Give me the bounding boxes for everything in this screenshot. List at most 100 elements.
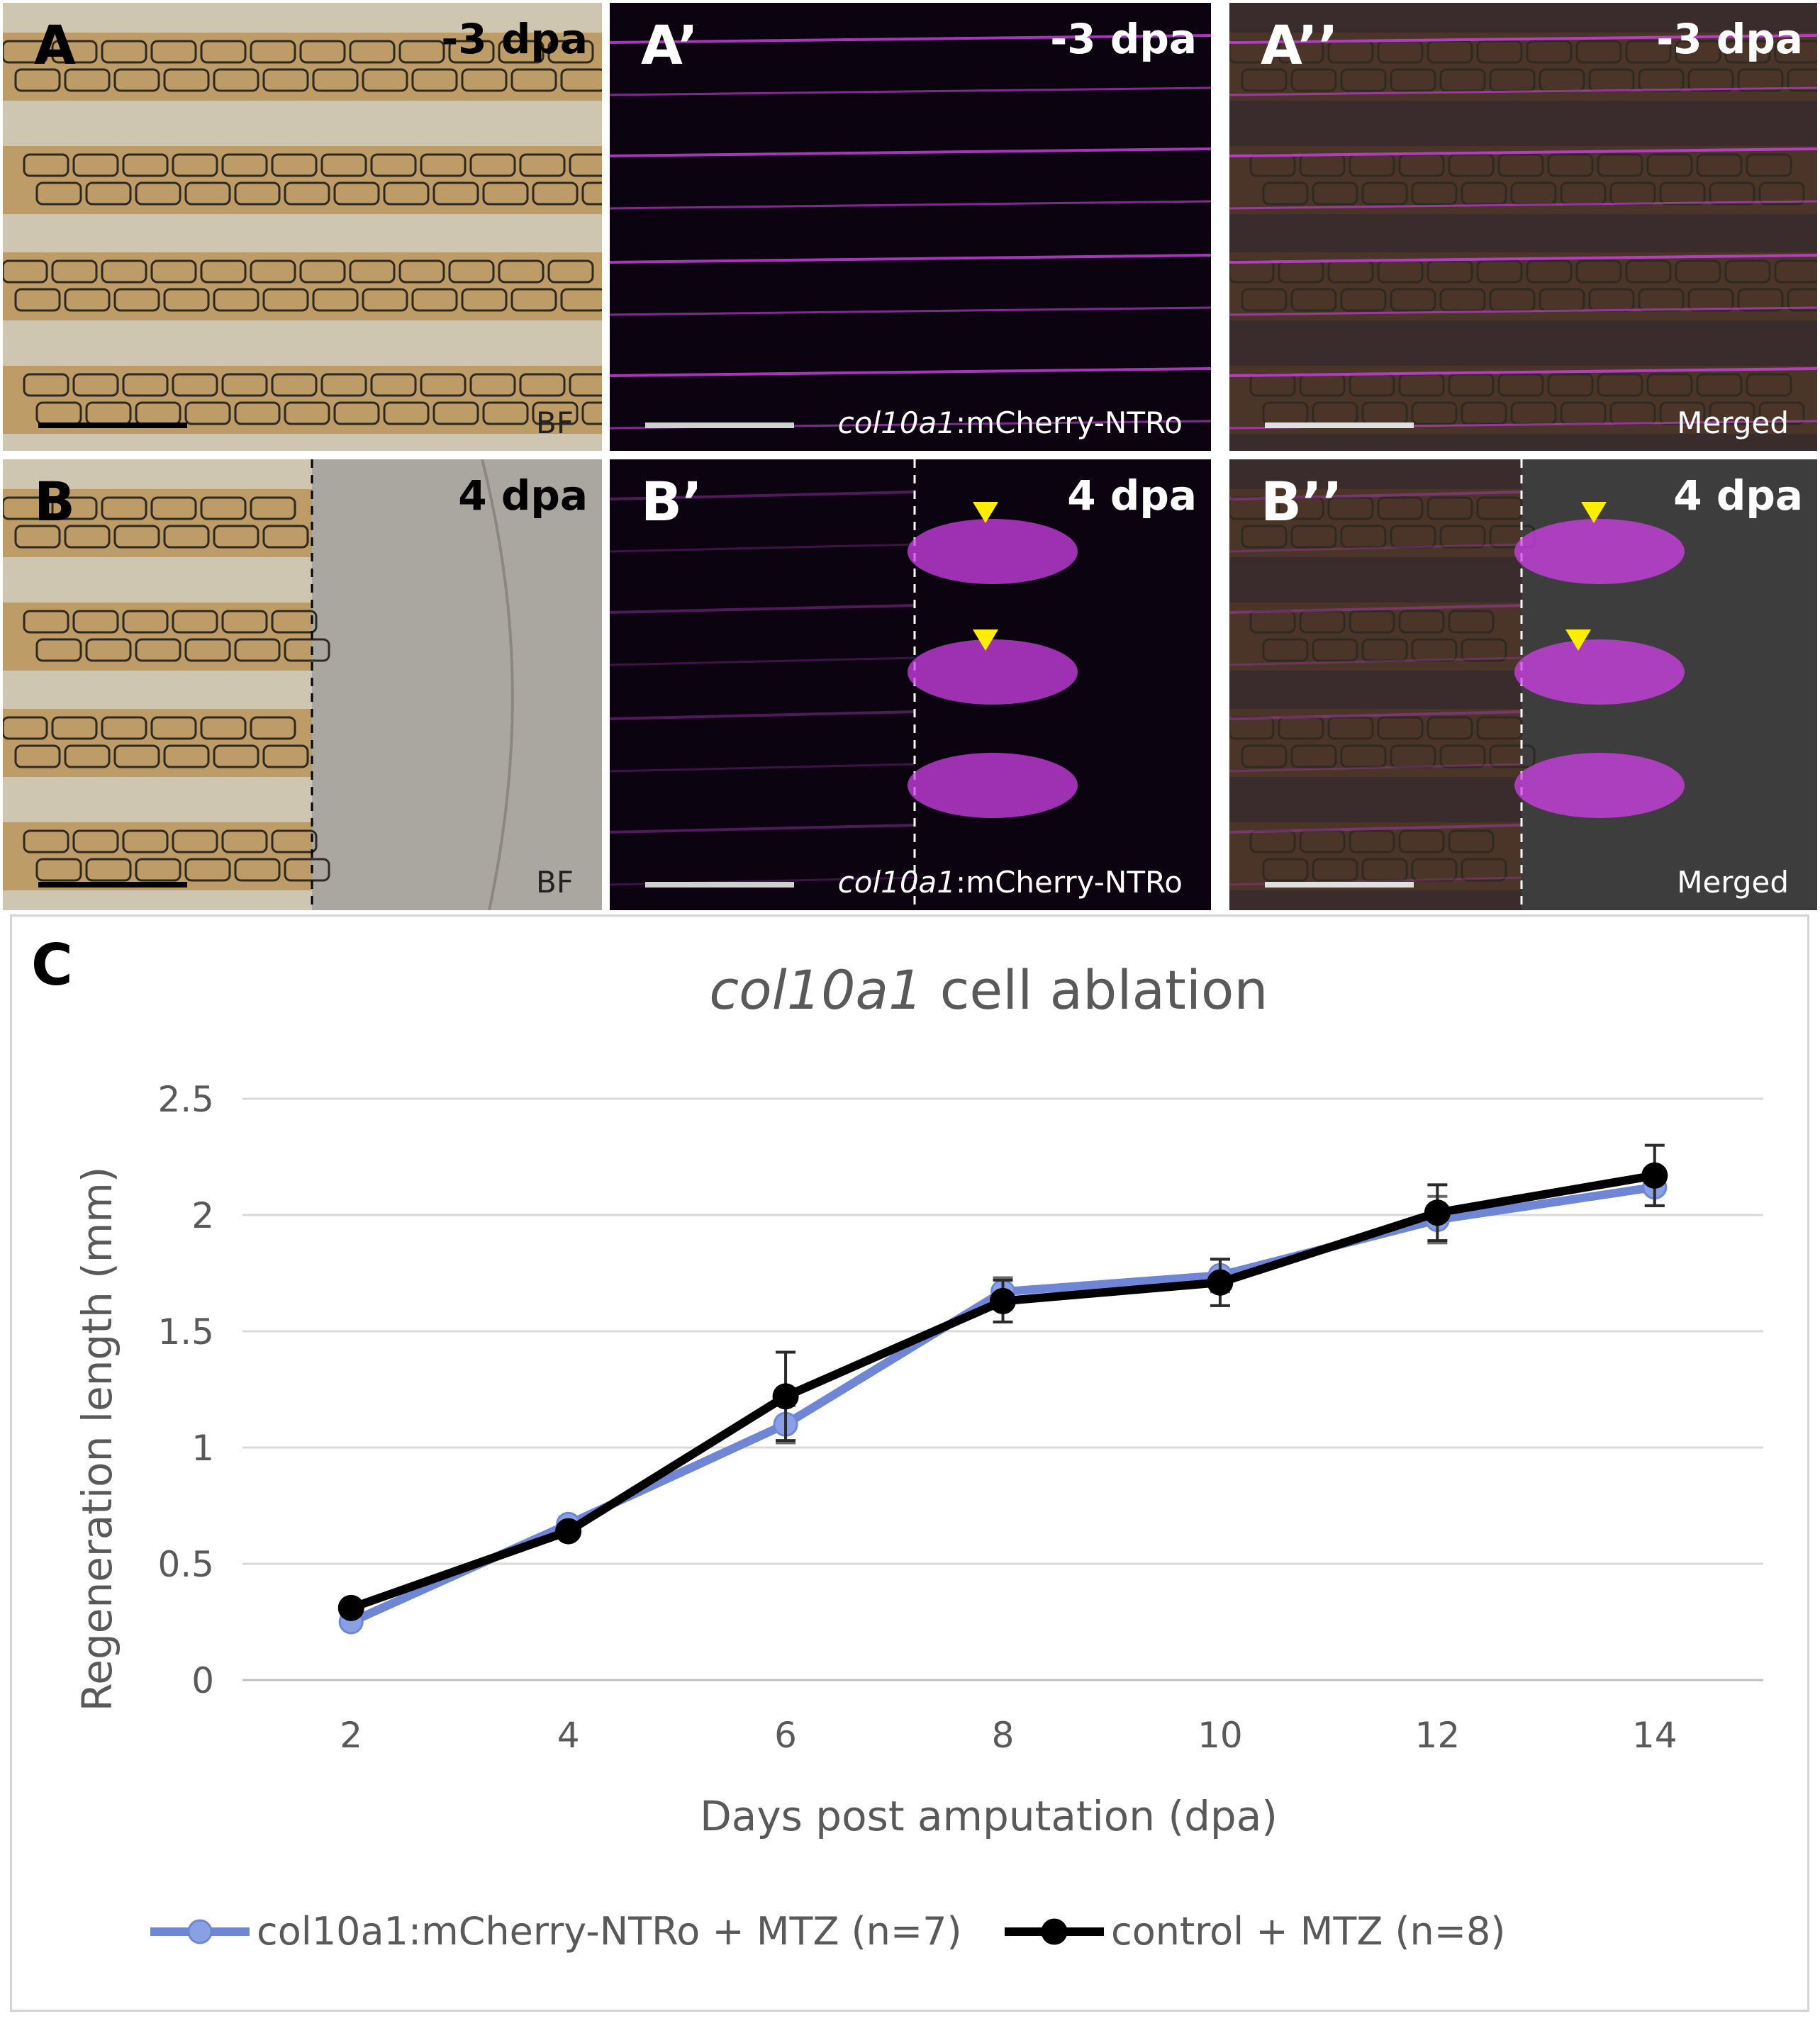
chart-title-italic: col10a1 — [709, 958, 922, 1021]
panel-a-prime-image — [610, 3, 1211, 451]
bone-segment — [411, 68, 458, 92]
panel-label: A’ — [641, 13, 698, 77]
panel-a-prime-fluorescence: A’ -3 dpa col10a1:mCherry-NTRo — [610, 3, 1211, 451]
fin-ray — [3, 146, 602, 214]
y-tick-label: 0 — [191, 1660, 214, 1701]
bone-segment — [200, 259, 247, 284]
data-point — [1424, 1199, 1451, 1226]
bone-segment — [1646, 153, 1693, 177]
bone-segment — [1411, 181, 1458, 206]
collagen-signal — [610, 254, 1211, 264]
bone-segment — [519, 153, 566, 177]
bone-segment — [1377, 496, 1424, 520]
bone-segment — [1724, 40, 1771, 64]
bone-segment — [72, 153, 119, 177]
bone-segment — [135, 638, 182, 662]
fin-ray — [1229, 603, 1522, 671]
regenerate-signal — [908, 753, 1078, 818]
bone-segment — [1390, 744, 1436, 768]
bone-segment — [113, 744, 160, 768]
bone-segment — [1349, 829, 1395, 853]
bone-segment — [1290, 68, 1337, 92]
bone-segment — [1787, 68, 1817, 92]
bone-segment — [163, 288, 210, 312]
legend-marker — [187, 1919, 213, 1944]
fin-ray — [1229, 489, 1522, 557]
bone-segment — [1290, 744, 1337, 768]
y-tick-label: 0.5 — [157, 1544, 214, 1585]
bone-segment — [1625, 40, 1672, 64]
bone-segment — [3, 716, 48, 740]
bone-segment — [271, 610, 318, 634]
bone-segment — [35, 858, 82, 882]
regenerate-signal — [1514, 753, 1685, 818]
bone-segment — [1489, 744, 1536, 768]
bone-segment — [1340, 68, 1387, 92]
bone-segment — [383, 181, 430, 206]
bone-segment — [1340, 288, 1387, 312]
collagen-signal — [1229, 254, 1817, 264]
bone-segment — [64, 744, 111, 768]
bone-segment — [1737, 68, 1784, 92]
bone-segment — [420, 373, 467, 397]
bone-segment — [85, 858, 132, 882]
bone-segment — [420, 153, 467, 177]
bone-segment — [184, 858, 231, 882]
bone-segment — [461, 68, 508, 92]
bone-segment — [51, 259, 98, 284]
bone-segment — [200, 716, 247, 740]
bone-segment — [64, 288, 111, 312]
fin-ray — [1229, 822, 1522, 890]
collagen-signal — [610, 367, 1211, 377]
bone-segment — [448, 40, 495, 64]
bone-segment — [461, 288, 508, 312]
collagen-signal — [1229, 763, 1522, 773]
bone-segment — [1390, 525, 1436, 549]
series-line — [349, 1182, 1656, 1626]
panel-a-brightfield: A -3 dpa BF — [3, 3, 602, 451]
channel-gene: col10a1 — [837, 405, 956, 440]
bone-segment — [1398, 829, 1445, 853]
panel-b-double-prime-image — [1229, 459, 1817, 910]
bone-segment — [184, 181, 231, 206]
bone-segment — [113, 525, 160, 549]
panel-a-image — [3, 3, 602, 451]
panel-b-prime-fluorescence: B’ 4 dpa col10a1:mCherry-NTRo — [610, 459, 1211, 910]
data-point — [772, 1383, 799, 1410]
bone-segment — [581, 181, 602, 206]
bone-segment — [184, 401, 231, 425]
bone-segment — [519, 373, 566, 397]
bone-segment — [1439, 288, 1486, 312]
bone-segment — [1390, 68, 1436, 92]
bone-segment — [448, 259, 495, 284]
bone-segment — [1361, 638, 1408, 662]
panel-b-double-prime-merged: B’’ 4 dpa Merged — [1229, 459, 1817, 910]
collagen-signal — [610, 604, 915, 614]
bone-segment — [312, 68, 359, 92]
bone-segment — [1312, 638, 1358, 662]
bone-segment — [370, 153, 417, 177]
bone-segment — [64, 525, 111, 549]
bone-segment — [1262, 638, 1309, 662]
bone-segment — [35, 638, 82, 662]
bone-segment — [1597, 373, 1643, 397]
bone-segment — [532, 181, 579, 206]
channel-label: Merged — [1677, 405, 1789, 440]
bone-segment — [163, 68, 210, 92]
bone-segment — [498, 40, 545, 64]
bone-segment — [1774, 259, 1817, 284]
collagen-signal — [1229, 491, 1522, 500]
bone-segment — [1327, 496, 1374, 520]
series-line — [350, 1171, 1656, 1612]
bone-segment — [85, 181, 132, 206]
bone-segment — [1675, 40, 1721, 64]
panel-b-brightfield: B 4 dpa BF — [3, 459, 602, 910]
bone-segment — [299, 259, 346, 284]
bone-segment — [172, 373, 218, 397]
bone-segment — [411, 288, 458, 312]
bone-segment — [1427, 716, 1473, 740]
dpa-label: -3 dpa — [441, 15, 588, 63]
data-point — [1207, 1269, 1234, 1296]
collagen-signal — [1229, 86, 1817, 96]
bone-segment — [469, 153, 516, 177]
